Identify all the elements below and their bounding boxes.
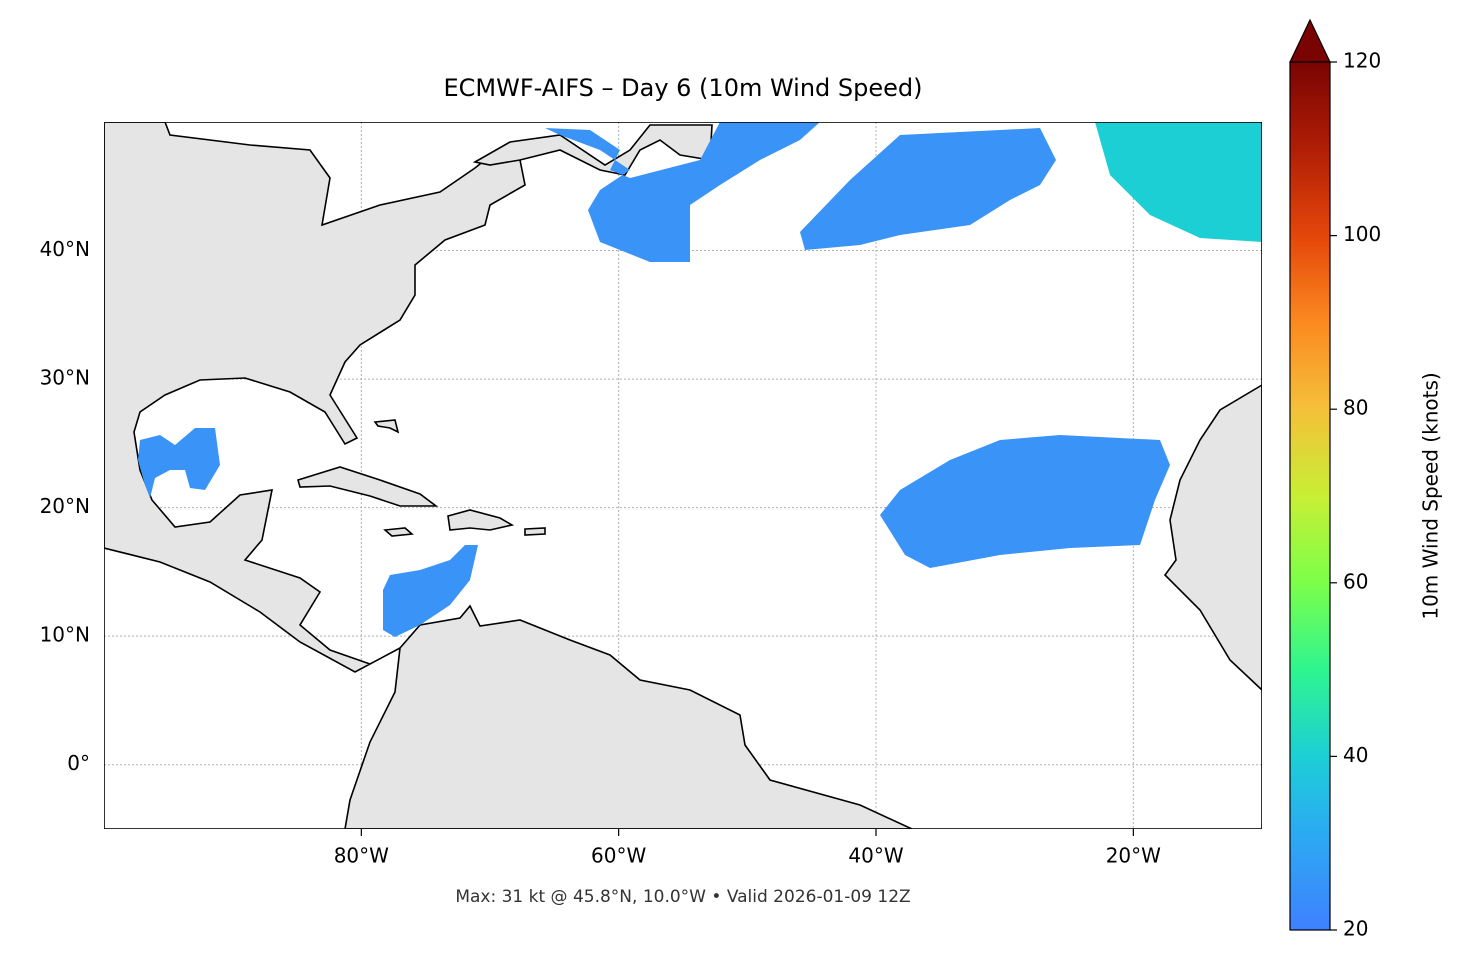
x-tick-label: 80°W: [334, 844, 389, 868]
x-tick-label: 60°W: [591, 844, 646, 868]
canada-atlantic: [472, 124, 713, 176]
colorbar-tick-label: 40: [1343, 743, 1368, 767]
title: ECMWF-AIFS – Day 6 (10m Wind Speed): [443, 74, 922, 102]
y-tick-label: 30°N: [40, 366, 90, 390]
wind-field-central: [800, 128, 1056, 250]
map-area: [104, 122, 1262, 829]
wind-field-caribbean: [383, 545, 478, 637]
colorbar-tick-label: 100: [1343, 222, 1381, 246]
colorbar-tick-label: 20: [1343, 917, 1368, 941]
wind-field-newfoundland: [545, 122, 820, 262]
bahamas: [373, 419, 400, 434]
cuba: [297, 466, 439, 507]
north-america: [104, 122, 526, 673]
wind-field-gulf: [138, 428, 220, 498]
colorbar-scale: [1289, 61, 1331, 931]
annotation: Max: 31 kt @ 45.8°N, 10.0°W • Valid 2026…: [455, 887, 910, 907]
puerto-rico: [524, 527, 546, 536]
south-america: [344, 604, 913, 829]
y-tick-label: 40°N: [40, 237, 90, 261]
wind-field-subtropical: [880, 435, 1170, 568]
y-tick-label: 0°: [67, 751, 90, 775]
colorbar-extend: [1289, 18, 1331, 63]
colorbar-tick-label: 120: [1343, 49, 1381, 73]
y-tick-label: 10°N: [40, 623, 90, 647]
x-tick-label: 40°W: [848, 844, 903, 868]
colorbar: 10m Wind Speed (knots) 20 40 60 80 100 120: [1289, 18, 1443, 941]
wind-field-northeast: [1095, 122, 1262, 242]
colorbar-tick-label: 80: [1343, 396, 1368, 420]
y-tick-label: 20°N: [40, 494, 90, 518]
africa: [1163, 384, 1262, 692]
jamaica: [383, 527, 414, 537]
colorbar-label: 10m Wind Speed (knots): [1419, 372, 1443, 619]
x-tick-label: 20°W: [1106, 844, 1161, 868]
axes: 80°W 60°W 40°W 20°W 0° 10°N 20°N 30°N 40°N: [40, 237, 1162, 867]
hispaniola: [447, 509, 515, 531]
colorbar-tick-label: 60: [1343, 569, 1368, 593]
